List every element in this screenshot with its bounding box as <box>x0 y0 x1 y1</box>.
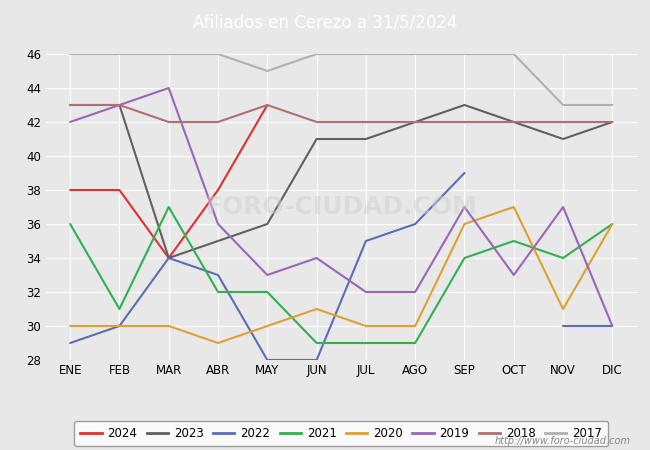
Legend: 2024, 2023, 2022, 2021, 2020, 2019, 2018, 2017: 2024, 2023, 2022, 2021, 2020, 2019, 2018… <box>74 421 608 446</box>
Text: FORO-CIUDAD.COM: FORO-CIUDAD.COM <box>205 195 477 219</box>
Text: http://www.foro-ciudad.com: http://www.foro-ciudad.com <box>495 436 630 446</box>
Text: Afiliados en Cerezo a 31/5/2024: Afiliados en Cerezo a 31/5/2024 <box>193 14 457 32</box>
